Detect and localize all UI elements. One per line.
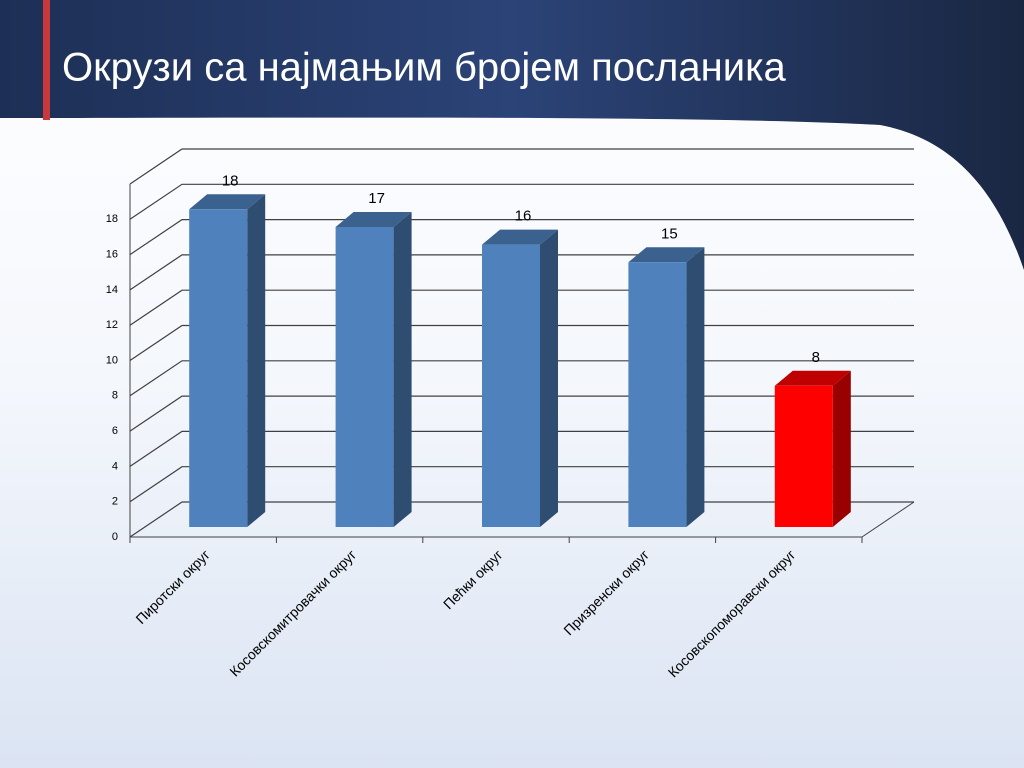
y-tick-label: 10 (106, 354, 118, 366)
grid-line (129, 219, 914, 256)
value-label: 18 (222, 172, 239, 189)
y-tick-label: 4 (112, 460, 118, 472)
bar-side (686, 247, 705, 527)
value-label: 17 (368, 190, 385, 207)
value-label: 15 (661, 225, 678, 242)
y-tick-label: 14 (106, 284, 118, 296)
y-tick-label: 8 (112, 390, 118, 402)
bar (482, 244, 540, 527)
bar (335, 226, 394, 527)
frame-line (129, 148, 914, 185)
y-tick-label: 2 (112, 496, 118, 508)
y-tick-label: 6 (112, 425, 118, 437)
bar-side (393, 211, 412, 527)
y-tick-label: 0 (112, 531, 118, 543)
floor-edge (861, 501, 915, 538)
bar-side (540, 229, 558, 527)
bar-top (482, 229, 558, 245)
bar-top (335, 211, 412, 227)
bar-top (774, 370, 851, 386)
bar-side (247, 194, 266, 528)
y-tick-label: 12 (106, 319, 118, 331)
bar (189, 209, 248, 528)
chart-title: Окрузи са најмањим бројем посланика (62, 46, 786, 90)
value-label: 8 (812, 349, 820, 366)
bar-side (832, 370, 851, 527)
bar (628, 262, 687, 527)
bar (774, 385, 833, 527)
y-tick-label: 16 (106, 249, 118, 261)
y-tick-label: 18 (106, 213, 118, 225)
grid-line (129, 183, 914, 220)
accent-bar (43, 0, 50, 120)
value-label: 16 (515, 208, 532, 225)
bar-top (189, 194, 266, 210)
header-band (0, 0, 1024, 270)
bar-top (628, 247, 705, 263)
